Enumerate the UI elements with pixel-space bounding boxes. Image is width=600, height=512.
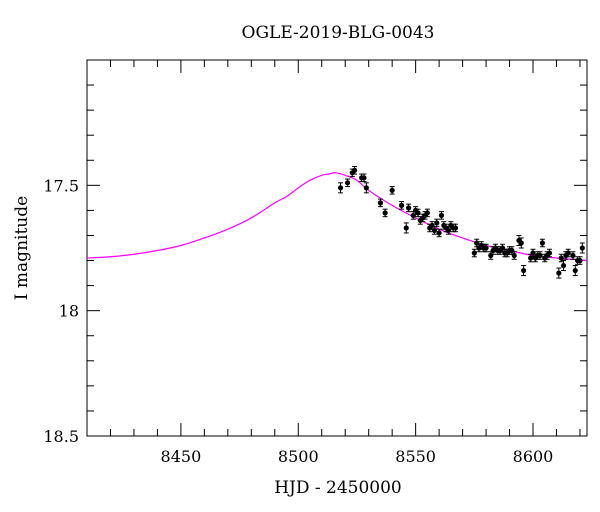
x-tick-label: 8450: [161, 447, 202, 466]
x-axis-label: HJD - 2450000: [274, 478, 402, 498]
axis-ticks: [87, 59, 587, 437]
data-point: [577, 256, 583, 265]
data-point-marker: [410, 212, 416, 219]
data-point-marker: [452, 225, 459, 231]
data-point: [546, 248, 553, 258]
data-point-marker: [377, 200, 384, 206]
data-point-marker: [361, 175, 367, 181]
y-tick-label: 18.5: [43, 427, 79, 446]
data-point: [452, 223, 459, 233]
data-point: [344, 178, 351, 188]
y-tick-label: 17.5: [43, 176, 79, 195]
y-tick-label: 18: [59, 302, 79, 321]
data-point-marker: [509, 247, 515, 254]
data-point-marker: [537, 252, 543, 259]
x-tick-label: 8550: [395, 447, 436, 466]
data-point-marker: [530, 250, 536, 256]
data-point: [405, 203, 412, 213]
x-tick-label: 8600: [513, 447, 554, 466]
data-point-marker: [556, 270, 562, 276]
data-point-marker: [499, 245, 506, 251]
data-point: [434, 218, 440, 228]
data-point-marker: [434, 220, 440, 226]
data-point: [537, 251, 543, 260]
plot-frame: [86, 59, 588, 437]
data-point-marker: [518, 240, 524, 246]
data-point-marker: [471, 250, 477, 256]
data-point: [558, 253, 564, 263]
data-point-marker: [337, 185, 344, 191]
data-point: [377, 198, 384, 208]
data-point-marker: [572, 267, 578, 274]
plot-area: [86, 59, 588, 437]
chart-title: OGLE-2019-BLG-0043: [242, 23, 435, 43]
data-point: [361, 173, 367, 183]
data-point: [483, 243, 489, 253]
data-point: [471, 248, 477, 258]
data-point-marker: [577, 257, 583, 264]
axis-tick-labels: 8450 8500 8550 8600 17.5 18 18.5: [43, 176, 553, 466]
data-point-marker: [438, 212, 445, 219]
data-point: [565, 248, 571, 258]
data-point-marker: [363, 185, 369, 191]
data-point-marker: [431, 227, 438, 234]
data-point: [518, 237, 524, 249]
data-point-marker: [389, 187, 395, 193]
data-point-marker: [436, 230, 442, 236]
data-point: [539, 238, 545, 248]
data-point-marker: [424, 210, 430, 216]
data-point-marker: [382, 210, 388, 216]
data-point-marker: [415, 210, 421, 216]
y-axis-label: I magnitude: [12, 196, 32, 300]
data-point: [436, 228, 442, 238]
data-point-marker: [344, 180, 351, 186]
data-point-marker: [539, 240, 545, 246]
data-point: [560, 260, 567, 272]
data-point-marker: [528, 255, 534, 261]
data-point: [382, 208, 388, 218]
data-point: [556, 267, 562, 279]
data-point-marker: [445, 227, 452, 234]
x-tick-label: 8500: [278, 447, 319, 466]
data-point-marker: [570, 252, 576, 259]
data-point-marker: [352, 167, 358, 173]
data-point-marker: [521, 267, 527, 274]
data-point-marker: [546, 250, 553, 256]
data-point-marker: [579, 245, 585, 251]
data-point: [579, 242, 585, 254]
data-point-marker: [560, 262, 567, 269]
data-point-marker: [398, 202, 405, 208]
data-point: [403, 222, 409, 234]
data-point-marker: [488, 252, 494, 259]
data-point: [363, 182, 369, 194]
data-point-marker: [474, 240, 480, 246]
data-point: [438, 211, 445, 220]
data-point-marker: [405, 205, 412, 211]
data-point: [398, 201, 405, 210]
data-point: [337, 182, 344, 194]
data-point-marker: [511, 252, 517, 259]
data-point-marker: [403, 225, 409, 231]
data-points: [337, 166, 585, 279]
data-point-marker: [565, 250, 571, 256]
data-point: [389, 186, 395, 195]
data-point-marker: [483, 245, 489, 251]
data-point: [521, 265, 527, 277]
data-point: [424, 208, 430, 218]
data-point: [511, 251, 517, 260]
data-point: [572, 265, 578, 277]
data-point-marker: [558, 255, 564, 261]
data-point-marker: [429, 222, 435, 229]
data-point: [352, 166, 358, 175]
data-point: [570, 251, 576, 260]
